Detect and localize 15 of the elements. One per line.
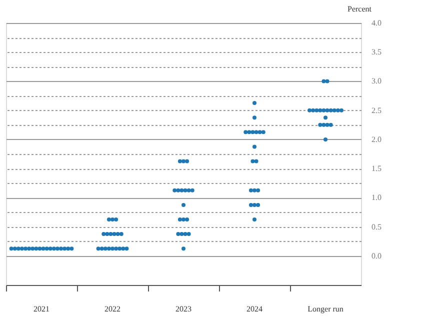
- x-tick-label: 2021: [34, 304, 50, 314]
- y-tick-label: 0.5: [372, 222, 382, 232]
- y-tick-label: 1.5: [372, 164, 382, 174]
- x-tick-label: Longer run: [308, 304, 344, 314]
- y-tick-label: 4.0: [372, 18, 382, 28]
- y-axis-title: Percent: [348, 4, 372, 14]
- x-tick-label: 2023: [176, 304, 192, 314]
- y-tick-label: 0.0: [372, 251, 382, 260]
- y-tick-label: 3.5: [372, 48, 382, 57]
- x-tick-label: 2022: [104, 304, 120, 314]
- y-tick-label: 2.0: [372, 134, 382, 144]
- y-tick-label: 3.0: [372, 76, 382, 86]
- x-tick-label: 2024: [246, 304, 262, 314]
- y-tick-label: 1.0: [372, 193, 382, 202]
- y-tick-label: 2.5: [372, 106, 382, 115]
